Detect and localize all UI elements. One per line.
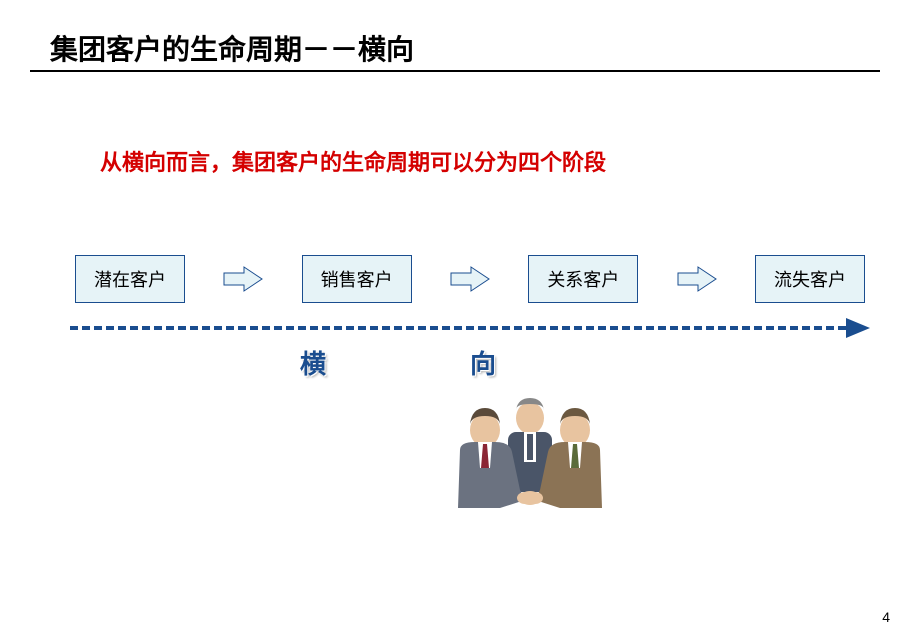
axis-label-0: 横 [300,344,326,381]
arrow-icon [676,265,718,293]
stage-box-1: 销售客户 [302,255,412,303]
stage-box-0: 潜在客户 [75,255,185,303]
timeline-arrow [70,318,870,338]
slide-subtitle: 从横向而言，集团客户的生命周期可以分为四个阶段 [100,145,606,177]
people-illustration [430,390,630,540]
title-underline [30,70,880,72]
handshake-icon [520,491,540,505]
page-number: 4 [882,609,890,625]
arrow-icon [449,265,491,293]
stage-box-3: 流失客户 [755,255,865,303]
lifecycle-flow: 潜在客户 销售客户 关系客户 流失客户 [75,255,865,303]
arrow-icon [222,265,264,293]
timeline-dashed-line [70,326,846,330]
stage-box-2: 关系客户 [528,255,638,303]
slide-title: 集团客户的生命周期－－横向 [50,28,414,68]
axis-label-1: 向 [470,344,496,381]
timeline-arrowhead [846,318,870,338]
